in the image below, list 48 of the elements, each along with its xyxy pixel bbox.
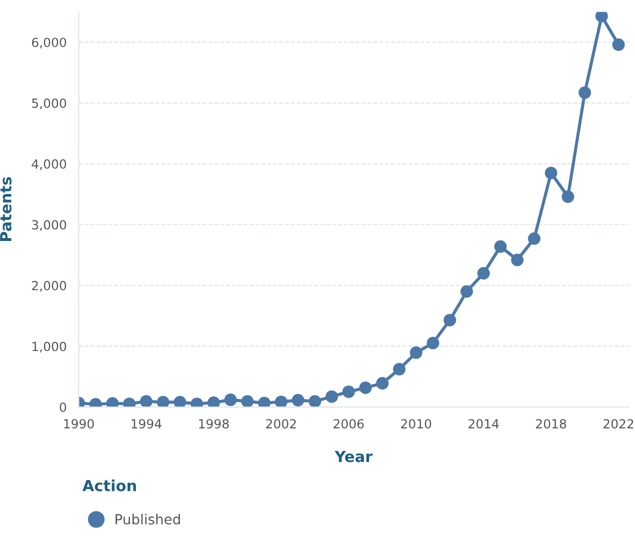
point — [494, 240, 507, 253]
y-tick-label: 5,000 — [32, 98, 66, 110]
x-axis-title: Year — [334, 450, 373, 462]
point — [511, 254, 524, 266]
y-tick-label: 2,000 — [32, 280, 66, 292]
point — [578, 86, 592, 99]
point — [207, 396, 220, 408]
point — [460, 285, 473, 298]
point — [477, 267, 490, 280]
legend-title: Action — [82, 480, 136, 492]
point — [544, 166, 558, 180]
y-tick-label: 3,000 — [32, 220, 66, 231]
point — [140, 395, 152, 408]
point — [156, 396, 170, 408]
point — [376, 377, 389, 390]
point — [174, 396, 186, 408]
y-tick-label: 0 — [60, 402, 66, 412]
point — [308, 395, 322, 408]
x-tick-label: 1998 — [199, 419, 229, 429]
point — [258, 396, 271, 408]
point — [326, 390, 338, 403]
y-tick-label: 1,000 — [32, 342, 66, 352]
point — [410, 346, 422, 359]
point — [392, 362, 406, 376]
point — [342, 385, 355, 398]
x-tick-label: 2018 — [536, 419, 566, 429]
x-tick-label: 2022 — [604, 419, 634, 429]
point — [612, 38, 625, 51]
point — [274, 396, 288, 408]
x-tick-label: 1990 — [64, 419, 94, 429]
legend-label: Published — [116, 514, 180, 524]
point — [224, 394, 237, 406]
point — [359, 381, 372, 394]
x-tick-label: 2014 — [468, 419, 499, 429]
x-tick-label: 2010 — [401, 419, 432, 429]
point — [595, 12, 608, 22]
x-tick-label: 2006 — [334, 419, 364, 429]
y-tick-label: 6,000 — [32, 38, 66, 48]
x-tick-label: 2002 — [266, 419, 296, 429]
point — [562, 190, 574, 203]
x-tick-label: 1994 — [132, 419, 162, 429]
y-tick-label: 4,000 — [32, 159, 66, 170]
point — [241, 395, 254, 408]
y-axis-title: Patents — [0, 177, 12, 242]
point — [292, 394, 304, 406]
point — [426, 336, 440, 350]
point — [444, 314, 456, 326]
point — [528, 232, 540, 245]
